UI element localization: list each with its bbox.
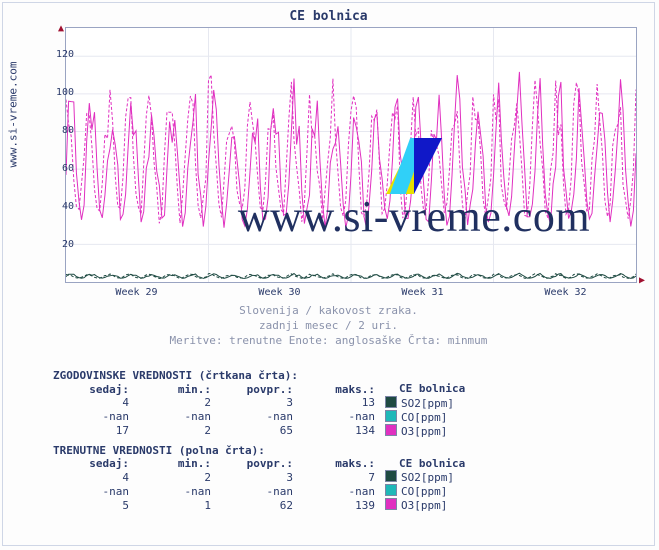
cell-avg: 3 — [217, 396, 299, 409]
series-color-swatch-icon — [385, 396, 397, 408]
series-color-swatch-icon — [385, 410, 397, 422]
chart-title: CE bolnica — [3, 9, 654, 24]
series-label: CO[ppm] — [401, 485, 447, 498]
col-name: CE bolnica — [381, 382, 471, 396]
historical-section-title: ZGODOVINSKE VREDNOSTI (črtkana črta): — [53, 369, 613, 382]
site-vertical-label: www.si-vreme.com — [7, 152, 20, 168]
col-max: maks.: — [299, 457, 381, 470]
cell-series-name: CO[ppm] — [381, 410, 471, 424]
cell-series-name: SO2[ppm] — [381, 470, 471, 484]
table-row: 42313 SO2[ppm] — [53, 396, 471, 410]
table-header-row: sedaj: min.: povpr.: maks.: CE bolnica — [53, 457, 471, 471]
y-tick-label: 80 — [44, 125, 74, 136]
cell-now: 4 — [53, 471, 135, 484]
data-tables: ZGODOVINSKE VREDNOSTI (črtkana črta): se… — [53, 363, 613, 512]
series-color-swatch-icon — [385, 484, 397, 496]
col-name: CE bolnica — [381, 457, 471, 471]
cell-min: 2 — [135, 396, 217, 409]
y-axis-arrow-icon: ▲ — [58, 23, 64, 34]
historical-table: sedaj: min.: povpr.: maks.: CE bolnica 4… — [53, 382, 471, 438]
x-tick-label: Week 32 — [544, 287, 586, 298]
y-tick-label: 40 — [44, 201, 74, 212]
col-avg: povpr.: — [217, 457, 299, 470]
current-section-title: TRENUTNE VREDNOSTI (polna črta): — [53, 444, 613, 457]
y-tick-label: 120 — [44, 49, 74, 60]
cell-series-name: O3[ppm] — [381, 424, 471, 438]
cell-max: 13 — [299, 396, 381, 409]
cell-avg: 62 — [217, 499, 299, 512]
cell-min: -nan — [135, 485, 217, 498]
cell-avg: 3 — [217, 471, 299, 484]
cell-min: -nan — [135, 410, 217, 423]
cell-now: 4 — [53, 396, 135, 409]
cell-avg: 65 — [217, 424, 299, 437]
cell-now: 5 — [53, 499, 135, 512]
page-frame: www.si-vreme.com CE bolnica ▲ www.si-vre… — [2, 2, 655, 546]
cell-min: 2 — [135, 471, 217, 484]
series-label: O3[ppm] — [401, 425, 447, 438]
col-now: sedaj: — [53, 457, 135, 470]
col-avg: povpr.: — [217, 383, 299, 396]
chart-plot-area: www.si-vreme.com — [65, 27, 637, 283]
col-now: sedaj: — [53, 383, 135, 396]
current-table: sedaj: min.: povpr.: maks.: CE bolnica 4… — [53, 457, 471, 513]
table-row: -nan-nan-nan-nanCO[ppm] — [53, 410, 471, 424]
cell-now: 17 — [53, 424, 135, 437]
cell-now: -nan — [53, 485, 135, 498]
cell-series-name: SO2[ppm] — [381, 396, 471, 410]
x-tick-label: Week 31 — [401, 287, 443, 298]
y-tick-label: 100 — [44, 87, 74, 98]
cell-max: 7 — [299, 471, 381, 484]
series-color-swatch-icon — [385, 470, 397, 482]
series-label: O3[ppm] — [401, 499, 447, 512]
subtitle-line-2: zadnji mesec / 2 uri. — [3, 318, 654, 333]
table-row: -nan-nan-nan-nanCO[ppm] — [53, 484, 471, 498]
col-min: min.: — [135, 457, 217, 470]
series-color-swatch-icon — [385, 424, 397, 436]
cell-avg: -nan — [217, 485, 299, 498]
series-label: SO2[ppm] — [401, 397, 454, 410]
cell-max: -nan — [299, 485, 381, 498]
chart-subtitles: Slovenija / kakovost zraka. zadnji mesec… — [3, 303, 654, 348]
series-color-swatch-icon — [385, 498, 397, 510]
cell-min: 2 — [135, 424, 217, 437]
y-tick-label: 20 — [44, 239, 74, 250]
col-min: min.: — [135, 383, 217, 396]
col-max: maks.: — [299, 383, 381, 396]
series-label: SO2[ppm] — [401, 471, 454, 484]
table-row: 5162139 O3[ppm] — [53, 498, 471, 512]
series-label: CO[ppm] — [401, 411, 447, 424]
cell-min: 1 — [135, 499, 217, 512]
x-tick-label: Week 30 — [258, 287, 300, 298]
x-tick-label: Week 29 — [115, 287, 157, 298]
cell-now: -nan — [53, 410, 135, 423]
cell-series-name: O3[ppm] — [381, 498, 471, 512]
subtitle-line-3: Meritve: trenutne Enote: anglosaške Črta… — [3, 333, 654, 348]
cell-series-name: CO[ppm] — [381, 484, 471, 498]
table-header-row: sedaj: min.: povpr.: maks.: CE bolnica — [53, 382, 471, 396]
cell-max: 139 — [299, 499, 381, 512]
x-axis-arrow-icon: ▶ — [639, 275, 645, 286]
y-tick-label: 60 — [44, 163, 74, 174]
chart-svg — [66, 28, 636, 282]
table-row: 17265134 O3[ppm] — [53, 424, 471, 438]
subtitle-line-1: Slovenija / kakovost zraka. — [3, 303, 654, 318]
cell-avg: -nan — [217, 410, 299, 423]
table-row: 4237 SO2[ppm] — [53, 470, 471, 484]
cell-max: -nan — [299, 410, 381, 423]
cell-max: 134 — [299, 424, 381, 437]
